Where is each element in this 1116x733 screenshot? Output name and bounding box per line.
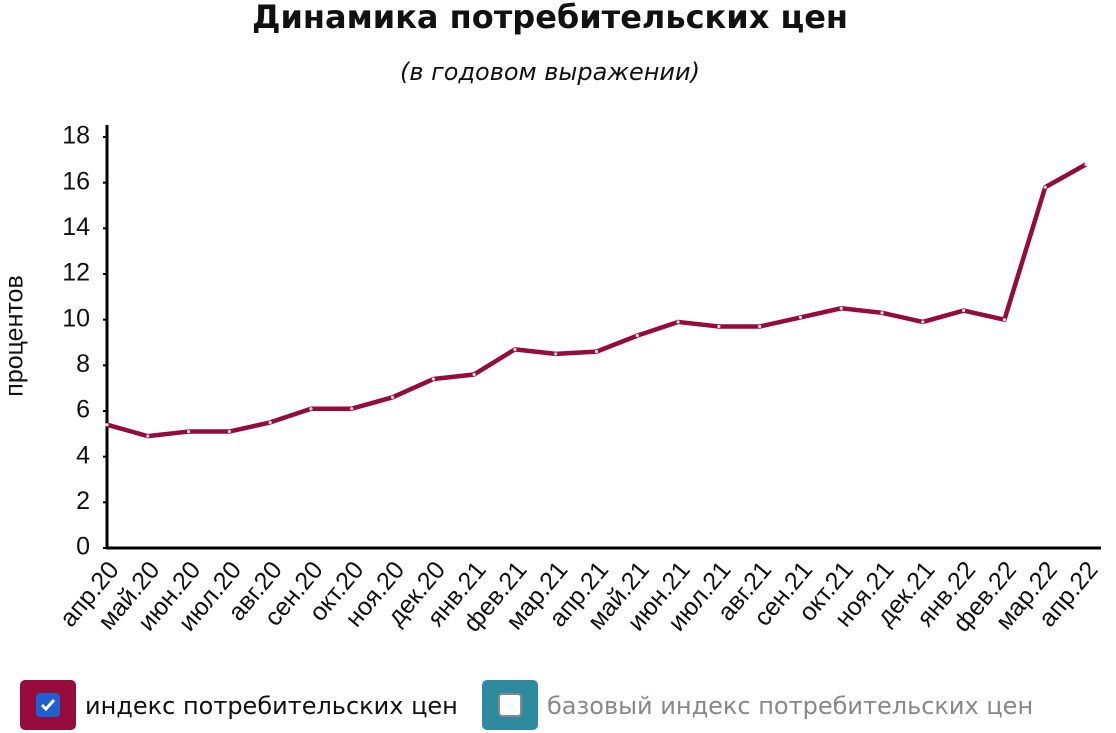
data-point	[105, 423, 109, 427]
data-point	[513, 347, 517, 351]
line-series	[106, 162, 1088, 439]
data-point	[1002, 318, 1007, 322]
data-point	[431, 377, 435, 381]
data-point	[146, 434, 150, 438]
y-tick-label: 18	[62, 122, 90, 150]
data-point	[1084, 162, 1088, 166]
data-point	[635, 334, 639, 338]
data-point	[717, 324, 721, 329]
data-point	[472, 372, 476, 377]
data-point	[594, 350, 599, 354]
data-point	[309, 407, 313, 411]
data-point	[921, 320, 925, 324]
data-point	[798, 315, 803, 319]
legend-label: базовый индекс потребительских цен	[547, 692, 1033, 720]
data-point	[186, 429, 191, 434]
y-tick-label: 6	[76, 396, 90, 424]
data-point	[676, 320, 680, 324]
data-point	[390, 395, 395, 399]
legend-item[interactable]: индекс потребительских цен	[20, 680, 458, 730]
data-point	[554, 352, 558, 356]
data-point	[268, 420, 272, 425]
data-point	[839, 306, 843, 310]
y-tick-label: 2	[76, 487, 90, 515]
data-point	[758, 324, 762, 329]
legend-label: индекс потребительских цен	[85, 692, 458, 720]
y-tick-label: 16	[62, 167, 90, 195]
checkbox[interactable]	[498, 693, 522, 717]
legend-item[interactable]: базовый индекс потребительских цен	[482, 680, 1033, 730]
chart-title: Динамика потребительских цен	[252, 0, 848, 36]
data-point	[227, 429, 231, 434]
checkmark	[40, 699, 56, 712]
data-point	[1043, 185, 1047, 189]
y-tick-label: 0	[76, 533, 90, 561]
y-tick-label: 10	[62, 304, 90, 332]
chart-subtitle: (в годовом выражении)	[400, 58, 700, 86]
data-point	[880, 311, 884, 315]
y-tick-label: 12	[62, 259, 90, 287]
data-point	[350, 407, 354, 411]
y-tick-label: 4	[76, 441, 90, 469]
y-axis-label: процентов	[1, 275, 29, 396]
data-point	[962, 308, 966, 313]
y-tick-label: 14	[62, 213, 90, 241]
y-tick-label: 8	[76, 350, 90, 378]
